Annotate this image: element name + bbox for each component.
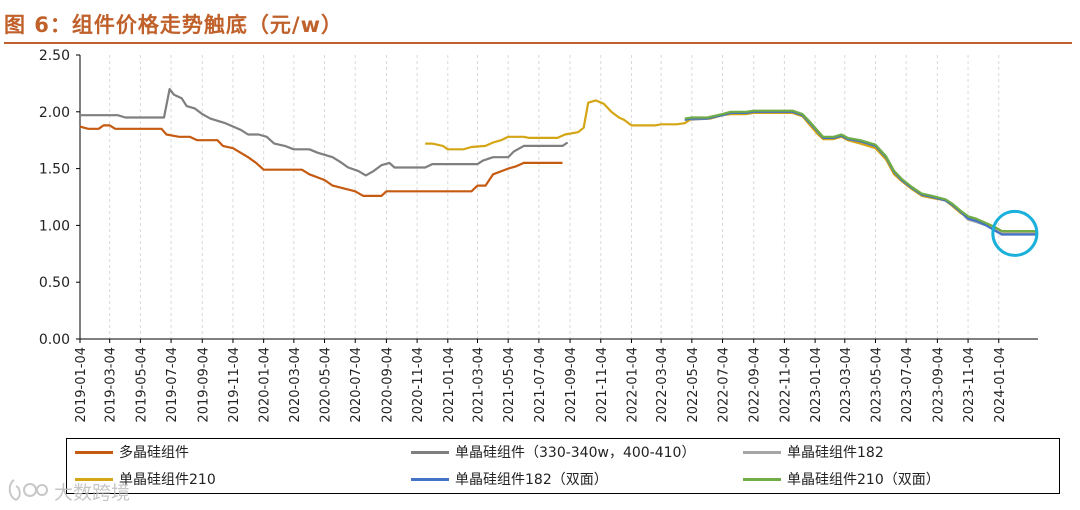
x-tick-label: 2020-11-04 <box>411 347 426 423</box>
legend-item: 单晶硅组件（330-340w，400-410） <box>411 441 695 463</box>
line-chart: 0.000.501.001.502.002.50 2019-01-04 2019-… <box>39 48 1039 423</box>
legend-label: 单晶硅组件（330-340w，400-410） <box>455 445 696 461</box>
y-tick-label: 0.50 <box>39 275 70 291</box>
x-tick-label: 2021-01-04 <box>442 347 457 423</box>
legend-swatch <box>75 477 113 481</box>
x-tick-label: 2021-05-04 <box>502 347 517 423</box>
series-line-5 <box>684 110 1038 236</box>
x-tick-label: 2023-07-04 <box>900 347 915 423</box>
x-tick-label: 2021-11-04 <box>595 347 610 423</box>
gridlines <box>79 55 1000 339</box>
x-tick-label: 2019-05-04 <box>134 347 149 423</box>
legend: 多晶硅组件 单晶硅组件（330-340w，400-410） 单晶硅组件182 单晶硅组… <box>66 438 1060 494</box>
x-tick-label: 2020-09-04 <box>380 347 395 423</box>
legend-label: 单晶硅组件182 <box>787 445 884 461</box>
watermark-logo-icon <box>8 479 48 501</box>
x-tick-label: 2019-07-04 <box>165 347 180 423</box>
legend-label: 单晶硅组件182（双面） <box>455 472 608 488</box>
x-tick-label: 2021-03-04 <box>471 347 486 423</box>
legend-swatch <box>75 450 113 454</box>
x-tick-label: 2019-09-04 <box>196 347 211 423</box>
x-tick-label: 2023-05-04 <box>869 347 884 423</box>
legend-swatch <box>411 477 449 481</box>
title-underline <box>4 42 1072 44</box>
watermark: 大数跨境 <box>6 474 146 504</box>
x-tick-label: 2022-07-04 <box>717 347 732 423</box>
x-tick-label: 2024-01-04 <box>993 347 1008 423</box>
series-line-2 <box>80 87 569 177</box>
chart-title: 图 6：组件价格走势触底（元/w） <box>4 13 343 37</box>
y-tick-label: 2.00 <box>39 105 70 121</box>
x-tick-label: 2022-05-04 <box>686 347 701 423</box>
x-tick-label: 2020-01-04 <box>258 347 273 423</box>
x-tick-label: 2020-07-04 <box>349 347 364 423</box>
x-tick-label: 2023-09-04 <box>931 347 946 423</box>
watermark-text: 大数跨境 <box>54 482 131 504</box>
x-tick-label: 2020-03-04 <box>288 347 303 423</box>
y-tick-label: 0.00 <box>39 332 70 348</box>
legend-item: 单晶硅组件182 <box>743 441 884 463</box>
legend-swatch <box>411 450 449 454</box>
x-tick-label: 2023-11-04 <box>962 347 977 423</box>
x-tick-label: 2022-03-04 <box>655 347 670 423</box>
x-tick-label: 2022-01-04 <box>625 347 640 423</box>
series-line-1 <box>79 124 563 197</box>
annotations <box>991 209 1039 257</box>
legend-swatch <box>743 477 781 481</box>
x-tick-label: 2023-03-04 <box>839 347 854 423</box>
legend-item: 单晶硅组件182（双面） <box>411 468 608 490</box>
highlight-circle <box>991 209 1039 257</box>
y-axis-ticks: 0.00 0.50 1.00 1.50 2.00 2.50 <box>39 48 80 348</box>
series-line-6 <box>684 109 1038 233</box>
legend-item: 单晶硅组件210（双面） <box>743 468 940 490</box>
x-tick-label: 2019-11-04 <box>227 347 242 423</box>
x-tick-label: 2019-01-04 <box>74 347 89 423</box>
legend-label: 单晶硅组件210 <box>119 472 216 488</box>
legend-label: 多晶硅组件 <box>119 445 189 461</box>
legend-item: 单晶硅组件210 <box>75 468 216 490</box>
x-tick-label: 2023-01-04 <box>809 347 824 423</box>
legend-item: 多晶硅组件 <box>75 441 189 463</box>
y-tick-label: 1.00 <box>39 218 70 234</box>
series-lines <box>79 87 1038 236</box>
legend-label: 单晶硅组件210（双面） <box>787 472 940 488</box>
y-tick-label: 1.50 <box>39 162 70 178</box>
x-tick-label: 2021-09-04 <box>564 347 579 423</box>
x-tick-label: 2019-03-04 <box>104 347 119 423</box>
x-tick-label: 2022-11-04 <box>778 347 793 423</box>
title-bar: 图 6：组件价格走势触底（元/w） <box>0 0 1074 44</box>
x-tick-label: 2020-05-04 <box>319 347 334 423</box>
x-tick-label: 2021-07-04 <box>533 347 548 423</box>
axes <box>79 55 1038 340</box>
x-tick-label: 2022-09-04 <box>748 347 763 423</box>
x-axis-ticks: 2019-01-04 2019-03-04 2019-05-04 2019-07-04… <box>74 339 1008 423</box>
legend-swatch <box>743 450 781 454</box>
series-line-3 <box>684 110 1038 235</box>
y-tick-label: 2.50 <box>39 48 70 64</box>
